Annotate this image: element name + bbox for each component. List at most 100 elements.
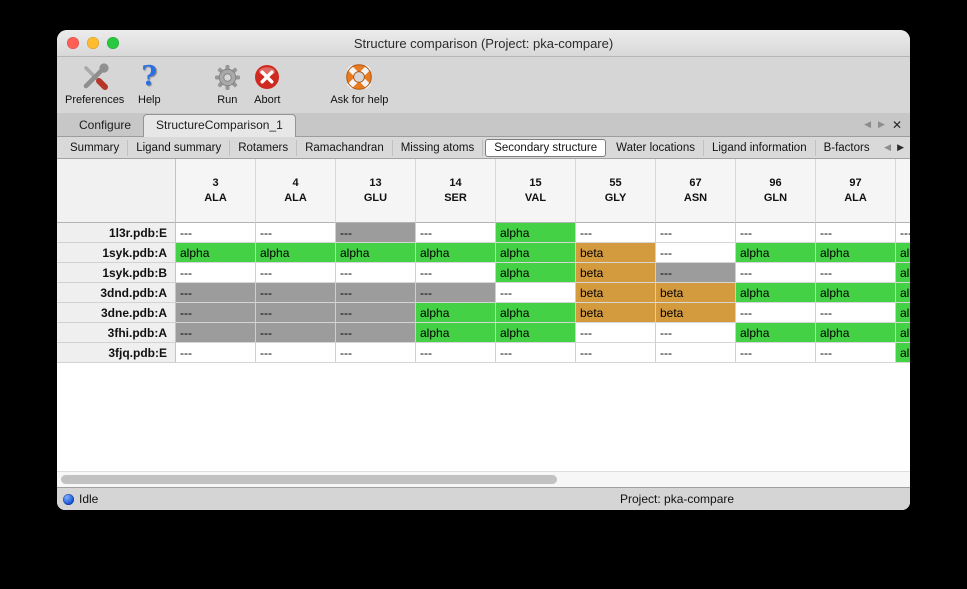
structure-cell: ---: [496, 283, 576, 303]
column-residue-number: 67: [689, 177, 702, 189]
secondary-structure-table: 3 ALA 4 ALA 13 GLU 14 SER 15 VAL 55 GLY 67 ASN 96 GLN 97…: [57, 159, 910, 363]
structure-cell: ---: [816, 343, 896, 363]
structure-cell: alpha: [416, 243, 496, 263]
structure-cell: alpha: [256, 243, 336, 263]
horizontal-scrollbar[interactable]: [57, 471, 910, 487]
question-mark-glyph: ?: [141, 61, 158, 92]
structure-cell: ---: [336, 263, 416, 283]
structure-cell: ---: [256, 223, 336, 243]
row-label: 1syk.pdb:B: [57, 263, 176, 283]
minimize-window-button[interactable]: [87, 37, 99, 49]
structure-cell: alpha: [496, 263, 576, 283]
tab-scroll-right-icon[interactable]: ▶: [878, 119, 885, 129]
structure-cell: ---: [576, 323, 656, 343]
run-icon: [212, 60, 242, 94]
view-scroll-left-icon[interactable]: ◀: [884, 142, 892, 152]
traffic-lights: [67, 30, 119, 56]
structure-cell: ---: [336, 343, 416, 363]
structure-cell: alpha: [336, 243, 416, 263]
column-header: 3 ALA: [176, 159, 256, 223]
abort-icon: [252, 60, 282, 94]
preferences-icon: [80, 60, 110, 94]
tab-water-locations[interactable]: Water locations: [608, 139, 704, 156]
structure-cell: ---: [656, 223, 736, 243]
structure-cell: ---: [496, 343, 576, 363]
structure-cell: ---: [256, 303, 336, 323]
tab-rotamers[interactable]: Rotamers: [230, 139, 298, 156]
tab-ligand-information[interactable]: Ligand information: [704, 139, 816, 156]
structure-cell: ---: [736, 343, 816, 363]
structure-cell: alpha: [416, 303, 496, 323]
view-scroll-right-icon[interactable]: ▶: [897, 142, 904, 152]
structure-cell: ---: [656, 263, 736, 283]
column-header: 15 VAL: [496, 159, 576, 223]
structure-cell: ---: [896, 223, 910, 243]
structure-cell: ---: [176, 263, 256, 283]
tab-scroll-left-icon[interactable]: ◀: [864, 119, 872, 129]
structure-cell: alpha: [736, 243, 816, 263]
preferences-button[interactable]: Preferences: [65, 60, 124, 106]
column-residue-name: ASN: [683, 192, 708, 204]
column-header: 55 GLY: [576, 159, 656, 223]
project-label: Project: pka-compare: [620, 492, 735, 506]
structure-cell: ---: [256, 283, 336, 303]
structure-cell: alpha: [416, 323, 496, 343]
structure-cell: beta: [576, 263, 656, 283]
structure-cell: beta: [576, 303, 656, 323]
structure-cell: alpha: [496, 243, 576, 263]
document-tab-bar: Configure StructureComparison_1 ◀ ▶ ✕: [57, 113, 910, 137]
tab-close-icon[interactable]: ✕: [891, 117, 902, 132]
structure-cell: ---: [176, 283, 256, 303]
column-residue-name: ALA: [204, 192, 227, 204]
column-header: 14 SER: [416, 159, 496, 223]
column-header: 97 ALA: [816, 159, 896, 223]
abort-button[interactable]: Abort: [252, 60, 282, 106]
tab-structurecomparison-1[interactable]: StructureComparison_1: [143, 114, 296, 137]
structure-cell: ---: [816, 223, 896, 243]
structure-cell: alpha: [496, 303, 576, 323]
help-button[interactable]: ? Help: [134, 60, 164, 107]
row-label: 3dnd.pdb:A: [57, 283, 176, 303]
structure-cell: ---: [176, 323, 256, 343]
titlebar[interactable]: Structure comparison (Project: pka-compa…: [57, 30, 910, 57]
help-icon: ?: [134, 60, 164, 94]
toolbar-button-label: Ask for help: [330, 94, 389, 106]
structure-cell: alpha: [736, 283, 816, 303]
tab-ramachandran[interactable]: Ramachandran: [297, 139, 393, 156]
structure-cell: alpha: [816, 323, 896, 343]
toolbar-button-label: Help: [138, 94, 161, 106]
column-residue-name: ALA: [844, 192, 867, 204]
status-text: Idle: [79, 492, 99, 506]
status-idle-icon: [63, 493, 74, 505]
tab-b-factors[interactable]: B-factors: [823, 141, 870, 154]
structure-cell: ---: [736, 303, 816, 323]
structure-cell: ---: [576, 343, 656, 363]
tab-summary[interactable]: Summary: [62, 139, 129, 156]
row-label: 3dne.pdb:A: [57, 303, 176, 323]
tab-secondary-structure[interactable]: Secondary structure: [485, 138, 607, 157]
column-header: 4 ALA: [256, 159, 336, 223]
column-residue-number: 96: [769, 177, 782, 189]
structure-cell: beta: [576, 243, 656, 263]
structure-cell: beta: [656, 283, 736, 303]
column-residue-number: 15: [529, 177, 542, 189]
toolbar-button-label: Run: [217, 94, 238, 106]
tab-missing-atoms[interactable]: Missing atoms: [393, 139, 484, 156]
structure-cell: alpha: [896, 343, 910, 363]
structure-cell: beta: [576, 283, 656, 303]
structure-cell: ---: [336, 323, 416, 343]
statusbar: Idle Project: pka-compare: [57, 487, 910, 510]
tab-ligand-summary[interactable]: Ligand summary: [128, 139, 231, 156]
scrollbar-thumb[interactable]: [61, 475, 557, 484]
structure-cell: ---: [176, 223, 256, 243]
tab-configure[interactable]: Configure: [79, 118, 132, 132]
structure-cell: ---: [256, 263, 336, 283]
zoom-window-button[interactable]: [107, 37, 119, 49]
ask-for-help-button[interactable]: Ask for help: [330, 60, 388, 106]
close-window-button[interactable]: [67, 37, 79, 49]
column-residue-name: ALA: [284, 192, 307, 204]
structure-cell: ---: [656, 323, 736, 343]
run-button[interactable]: Run: [212, 60, 242, 106]
table-corner: [57, 159, 176, 223]
column-residue-number: 97: [849, 177, 862, 189]
